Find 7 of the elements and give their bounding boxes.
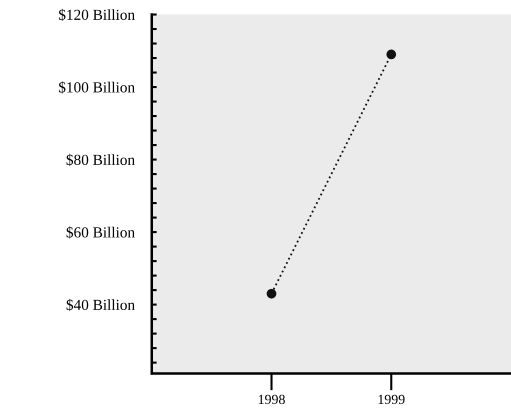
y-tick-label: $80 Billion <box>66 154 135 166</box>
x-tick-label: 1999 <box>378 394 405 404</box>
y-tick-label: $40 Billion <box>66 298 135 312</box>
y-tick-label: $100 Billion <box>58 81 135 94</box>
x-tick-label: 1998 <box>258 394 285 404</box>
y-tick-label: $120 Billion <box>58 8 135 21</box>
y-tick-label: $60 Billion <box>66 226 135 239</box>
